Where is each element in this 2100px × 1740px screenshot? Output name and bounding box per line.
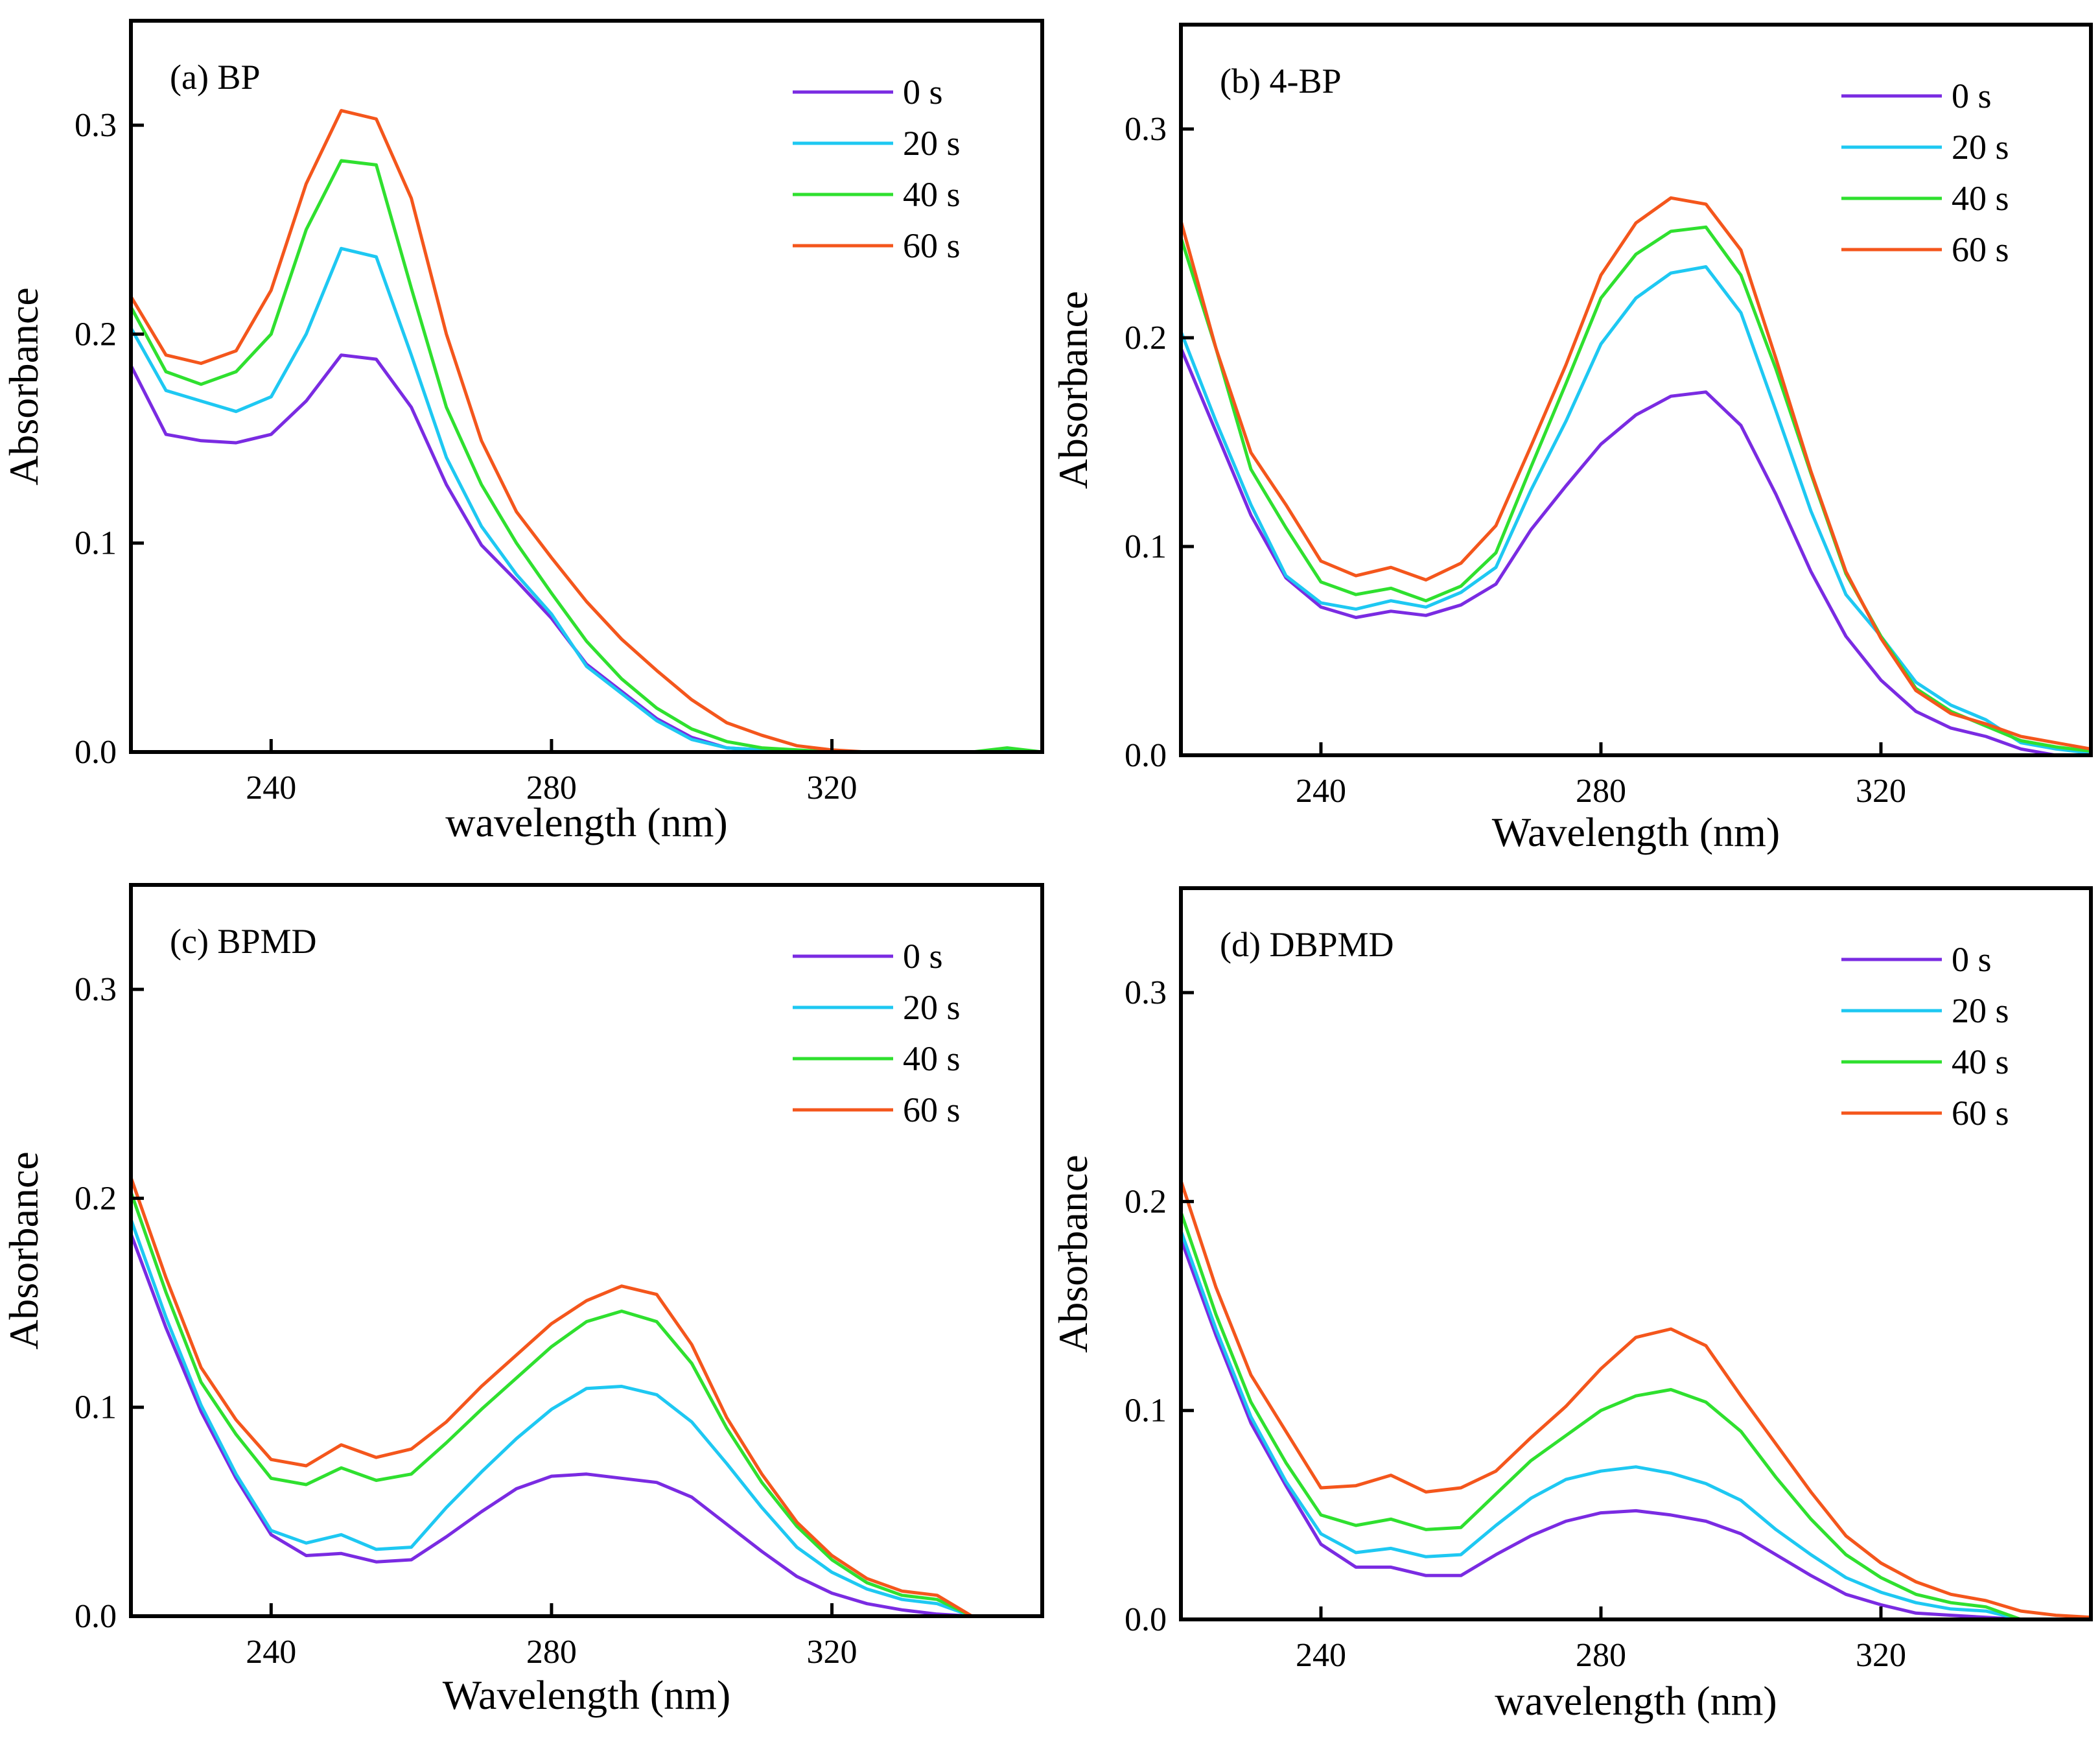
chart-panel-3: 0.0 0.1 0.2 0.3 240 280 320 wavelength (nm) Abso… [1050, 886, 2093, 1724]
y-tick-label: 0.2 [75, 316, 117, 353]
legend-label: 60 s [903, 226, 961, 265]
x-tick-label: 240 [246, 1634, 296, 1671]
x-axis-label: Wavelength (nm) [443, 1672, 730, 1718]
x-tick-label: 280 [1576, 773, 1626, 810]
series-line-0s [129, 353, 1044, 754]
chart-panel-1: 0.0 0.1 0.2 0.3 240 280 320 Wavelength (nm) Abso… [1050, 23, 2093, 855]
legend-label: 0 s [903, 73, 943, 112]
legend-label: 60 s [1952, 1094, 2009, 1133]
y-axis-label: Absorbance [1, 287, 47, 486]
x-axis-label: wavelength (nm) [445, 799, 727, 845]
x-tick-label: 320 [807, 770, 858, 806]
legend-label: 20 s [1952, 128, 2009, 167]
y-axis-label: Absorbance [1050, 1155, 1096, 1353]
x-tick-label: 280 [526, 770, 577, 806]
y-tick-label: 0.0 [75, 734, 117, 771]
x-tick-label: 280 [1576, 1637, 1626, 1674]
series-line-60s [1179, 1179, 2093, 1619]
x-tick-label: 320 [807, 1634, 858, 1671]
x-tick-label: 280 [526, 1634, 577, 1671]
chart-panel-2: 0.0 0.1 0.2 0.3 240 280 320 Wavelength (nm) Abso… [1, 883, 1044, 1718]
legend-label: 20 s [1952, 991, 2009, 1030]
plot-frame [1179, 23, 2093, 757]
series-line-20s [129, 246, 1044, 754]
panel-title: (c) BPMD [170, 922, 317, 961]
y-axis-label: Absorbance [1, 1151, 47, 1350]
legend-label: 60 s [903, 1090, 961, 1129]
series-line-0s [129, 1232, 974, 1618]
panel-title: (a) BP [170, 58, 260, 97]
series-line-0s [1179, 1237, 2023, 1621]
x-axis-label: Wavelength (nm) [1492, 809, 1780, 855]
series-line-40s [1179, 1210, 2023, 1621]
series-line-0s [1179, 346, 2093, 757]
panel-title: (d) DBPMD [1220, 925, 1394, 964]
series-line-60s [1179, 196, 2093, 751]
legend-label: 20 s [903, 124, 961, 163]
y-tick-label: 0.0 [1125, 737, 1167, 774]
y-tick-label: 0.2 [75, 1180, 117, 1217]
y-tick-label: 0.3 [1125, 974, 1167, 1011]
series-line-20s [129, 1217, 974, 1618]
y-tick-label: 0.3 [75, 107, 117, 144]
y-tick-label: 0.3 [75, 971, 117, 1008]
y-tick-label: 0.0 [75, 1598, 117, 1635]
series-line-40s [1179, 225, 2093, 753]
x-tick-label: 240 [1296, 773, 1346, 810]
x-tick-label: 320 [1856, 1637, 1906, 1674]
legend-label: 40 s [1952, 179, 2009, 218]
legend-label: 0 s [903, 937, 943, 976]
x-tick-label: 240 [246, 770, 296, 806]
y-tick-label: 0.3 [1125, 111, 1167, 148]
plot-frame [129, 883, 1044, 1618]
x-tick-label: 240 [1296, 1637, 1346, 1674]
plot-frame [1179, 886, 2093, 1621]
y-tick-label: 0.2 [1125, 1183, 1167, 1220]
y-tick-label: 0.2 [1125, 320, 1167, 357]
chart-panel-0: 0.0 0.1 0.2 0.3 240 280 320 wavelength (nm) Abso… [1, 19, 1044, 845]
legend-label: 0 s [1952, 940, 1992, 979]
series-line-20s [1179, 265, 2093, 755]
legend-label: 20 s [903, 988, 961, 1027]
legend-label: 40 s [903, 175, 961, 214]
legend-label: 60 s [1952, 230, 2009, 269]
y-axis-label: Absorbance [1050, 291, 1096, 489]
legend-label: 0 s [1952, 76, 1992, 115]
legend-label: 40 s [903, 1039, 961, 1078]
y-tick-label: 0.1 [75, 1389, 117, 1426]
y-tick-label: 0.0 [1125, 1601, 1167, 1638]
series-line-60s [129, 1175, 974, 1618]
y-tick-label: 0.1 [75, 525, 117, 562]
y-tick-label: 0.1 [1125, 528, 1167, 565]
x-tick-label: 320 [1856, 773, 1906, 810]
series-line-40s [129, 1190, 974, 1618]
panel-title: (b) 4-BP [1220, 62, 1342, 100]
legend-label: 40 s [1952, 1042, 2009, 1081]
x-axis-label: wavelength (nm) [1495, 1678, 1777, 1724]
series-line-20s [1179, 1229, 2023, 1621]
y-tick-label: 0.1 [1125, 1393, 1167, 1429]
plot-frame [129, 19, 1044, 754]
